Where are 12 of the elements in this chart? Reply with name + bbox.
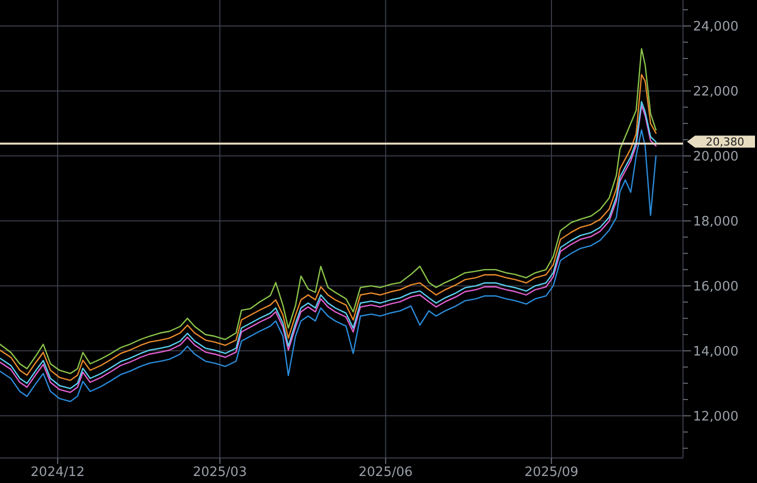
y-tick-label: 12,000 <box>693 409 738 424</box>
y-tick-label: 14,000 <box>693 344 738 360</box>
x-tick-label: 2025/03 <box>192 465 247 480</box>
y-tick-label: 20,000 <box>693 149 738 164</box>
x-tick-label: 2024/12 <box>30 465 85 480</box>
x-tick-label: 2025/09 <box>524 465 578 480</box>
x-tick-label: 2025/06 <box>358 465 413 480</box>
y-tick-label: 24,000 <box>693 20 738 35</box>
y-tick-label: 16,000 <box>693 279 738 294</box>
y-tick-label: 22,000 <box>693 84 738 100</box>
y-tick-label: 18,000 <box>693 214 738 230</box>
ref-line-label: 20,380 <box>706 135 744 148</box>
